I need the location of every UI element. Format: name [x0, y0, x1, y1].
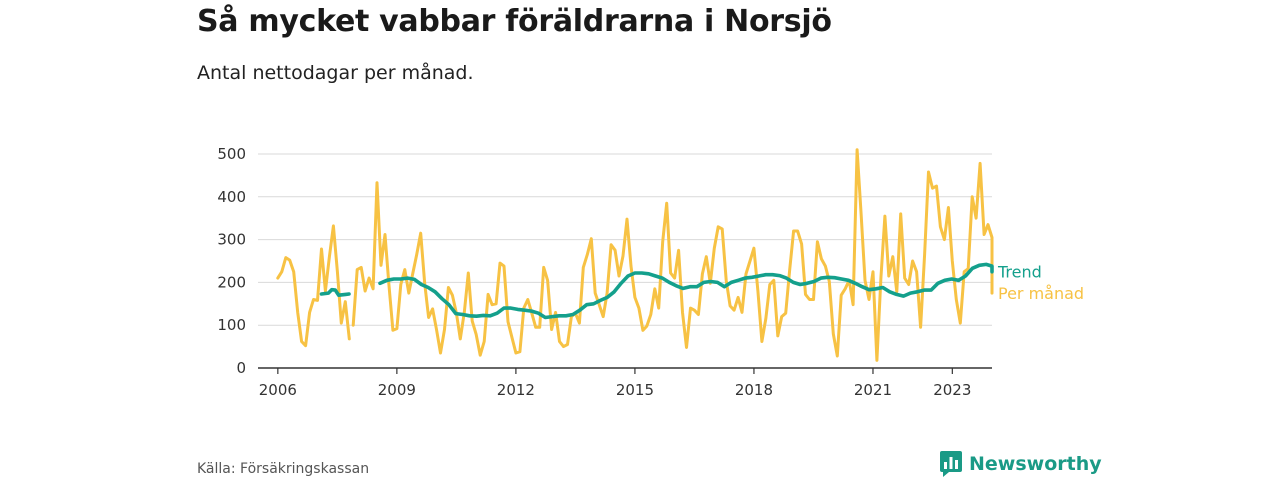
- y-tick-label: 500: [217, 145, 246, 163]
- page-title: Så mycket vabbar föräldrarna i Norsjö: [197, 4, 832, 39]
- y-tick-label: 100: [217, 316, 246, 334]
- source-note: Källa: Försäkringskassan: [197, 461, 370, 477]
- monthly-line-segment-1: [351, 148, 994, 362]
- x-tick-label: 2018: [735, 381, 773, 399]
- trend-line-segment-0: [319, 287, 351, 297]
- y-tick-label: 400: [217, 188, 246, 206]
- series-labels: Per månad Trend: [997, 263, 1084, 303]
- newsworthy-logo-icon: [940, 451, 962, 477]
- trend-line-segment-1: [378, 262, 994, 320]
- y-axis-ticks: 0 100 200 300 400 500: [217, 145, 246, 377]
- y-tick-label: 300: [217, 231, 246, 249]
- brand-name: Newsworthy: [969, 453, 1102, 475]
- x-tick-label: 2021: [854, 381, 892, 399]
- x-tick-label: 2015: [616, 381, 654, 399]
- chart-subtitle: Antal nettodagar per månad.: [197, 62, 474, 84]
- trend-series-label: Trend: [997, 263, 1042, 282]
- x-axis: 2006 2009 2012 2015 2018 2021 2023: [258, 367, 992, 399]
- monthly-series-label: Per månad: [998, 284, 1084, 303]
- x-tick-label: 2012: [497, 381, 535, 399]
- brand-logo[interactable]: Newsworthy: [940, 451, 1102, 477]
- x-tick-label: 2006: [259, 381, 297, 399]
- monthly-line-segment-0: [276, 224, 351, 348]
- y-tick-label: 200: [217, 273, 246, 291]
- chart-lines: [276, 148, 994, 362]
- x-tick-label: 2023: [933, 381, 971, 399]
- y-tick-label: 0: [236, 359, 246, 377]
- x-tick-label: 2009: [378, 381, 416, 399]
